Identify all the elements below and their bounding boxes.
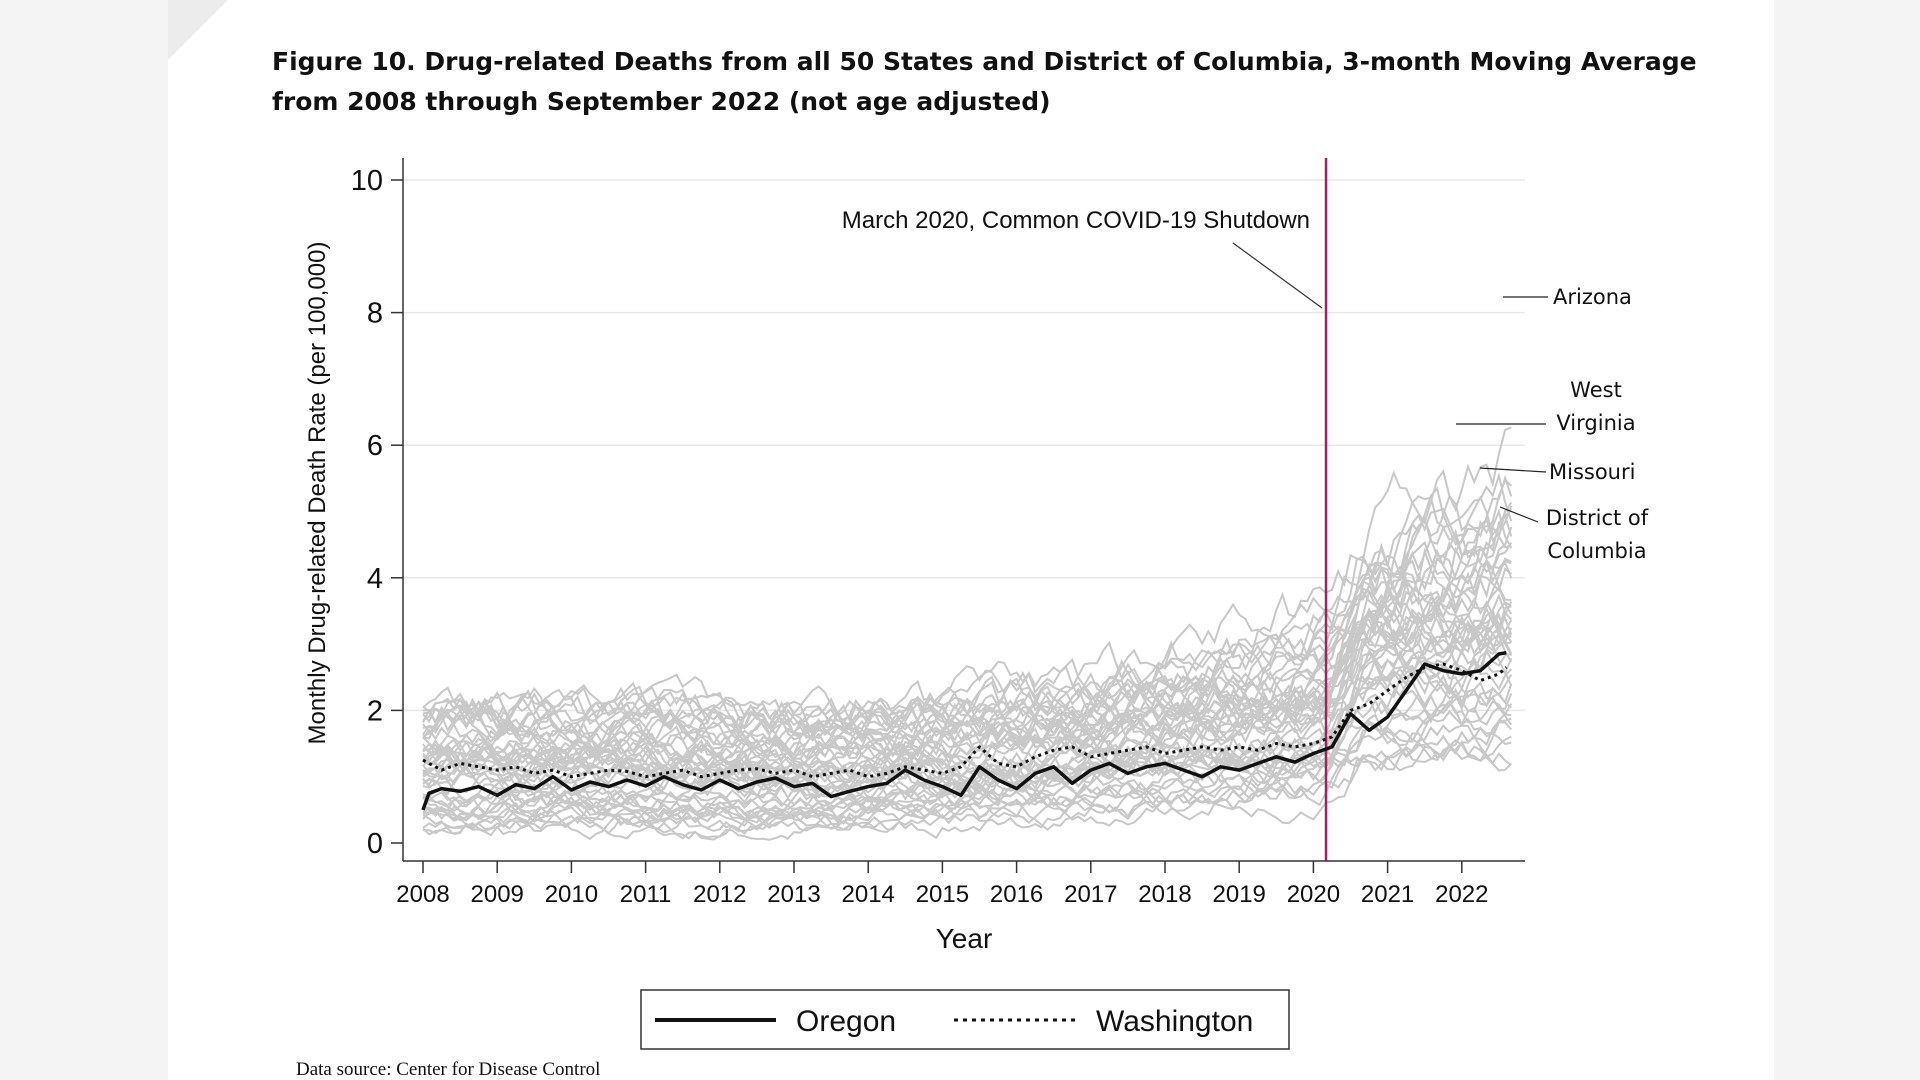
west-virginia-label-line-2: Virginia	[1556, 411, 1635, 435]
x-tick-label: 2010	[545, 881, 598, 908]
state-line	[422, 560, 1513, 774]
y-tick-label: 0	[367, 828, 383, 860]
state-line	[422, 495, 1513, 837]
x-tick-label: 2022	[1435, 881, 1488, 908]
x-tick-label: 2015	[916, 881, 969, 908]
series-line-oregon	[421, 650, 1507, 811]
missouri-pointer	[1479, 467, 1547, 473]
y-tick-label: 2	[367, 695, 383, 727]
state-line	[422, 735, 1512, 823]
covid-shutdown-label: March 2020, Common COVID-19 Shutdown	[842, 207, 1310, 234]
x-tick-label: 2012	[693, 881, 746, 908]
legend-washington-label: Washington	[1096, 1005, 1253, 1038]
x-tick-label: 2019	[1213, 881, 1266, 908]
x-tick-label: 2011	[620, 881, 672, 908]
state-line	[422, 474, 1513, 740]
state-line	[422, 726, 1512, 826]
west-virginia-label-line-1: West	[1570, 378, 1622, 402]
missouri-label: Missouri	[1549, 460, 1635, 484]
figure-title: Figure 10. Drug-related Deaths from all …	[272, 42, 1697, 122]
state-line	[422, 426, 1512, 779]
state-line	[422, 478, 1512, 787]
state-line	[422, 566, 1512, 822]
data-source-note: Data source: Center for Disease Control	[296, 1059, 601, 1080]
y-tick-label: 10	[351, 165, 383, 197]
arizona-label: Arizona	[1553, 285, 1632, 309]
legend-oregon-label: Oregon	[796, 1005, 896, 1038]
covid-shutdown-pointer	[1232, 242, 1323, 309]
state-annotations: Arizona West Virginia Missouri District …	[1456, 285, 1649, 563]
x-tick-label: 2017	[1064, 881, 1117, 908]
other-states-lines	[422, 426, 1513, 841]
state-line	[422, 587, 1513, 742]
series-line-washington	[422, 662, 1508, 779]
district-of-columbia-label-line-2: Columbia	[1547, 539, 1646, 563]
district-of-columbia-pointer	[1499, 506, 1539, 523]
x-axis-title: Year	[936, 923, 993, 954]
x-tick-label: 2009	[471, 881, 524, 908]
y-axis-title: Monthly Drug-related Death Rate (per 100…	[304, 242, 331, 745]
state-line	[422, 508, 1513, 756]
y-tick-label: 6	[367, 430, 383, 462]
x-tick-label: 2014	[842, 881, 895, 908]
state-line	[422, 630, 1512, 777]
x-tick-label: 2016	[990, 881, 1043, 908]
figure-title-line-2: from 2008 through September 2022 (not ag…	[272, 87, 1051, 116]
x-tick-label: 2020	[1287, 881, 1340, 908]
legend: Oregon Washington	[640, 989, 1290, 1050]
page-corner-decoration	[168, 0, 228, 60]
x-tick-label: 2021	[1361, 881, 1414, 908]
axes: 0 2 4 6 8 10 2008 2009 2010 2011 2012 2013 2014 2015 2…	[351, 158, 1525, 908]
figure-title-line-1: Figure 10. Drug-related Deaths from all …	[272, 47, 1697, 76]
state-line	[422, 734, 1512, 841]
state-line	[422, 620, 1513, 808]
state-line	[422, 713, 1513, 831]
x-tick-label: 2013	[767, 881, 820, 908]
x-tick-label: 2008	[396, 881, 449, 908]
state-line	[422, 628, 1513, 784]
highlighted-series	[421, 650, 1508, 811]
y-tick-label: 4	[367, 563, 383, 595]
x-tick-label: 2018	[1138, 881, 1191, 908]
district-of-columbia-label-line-1: District of	[1546, 506, 1649, 530]
state-line	[422, 649, 1512, 799]
y-tick-label: 8	[367, 298, 383, 330]
